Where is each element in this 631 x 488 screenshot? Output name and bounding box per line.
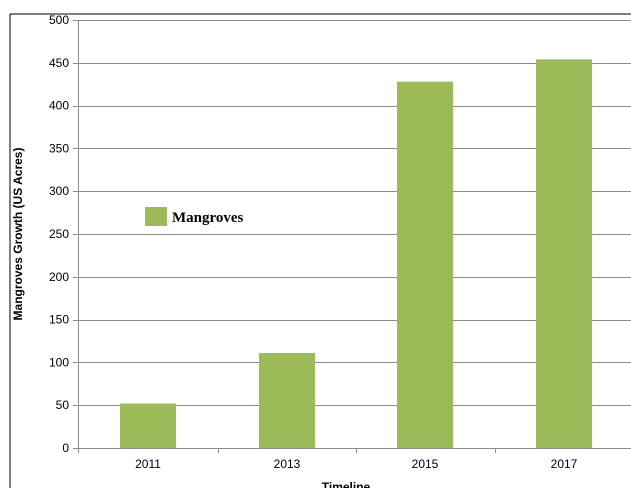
y-tick-label: 450 — [49, 56, 69, 70]
y-tick-label: 400 — [49, 99, 69, 113]
bar-2015 — [397, 81, 453, 448]
y-tick-label: 100 — [49, 355, 69, 369]
x-tick-label: 2015 — [412, 457, 439, 471]
axes — [73, 20, 631, 453]
bar-2013 — [259, 352, 315, 448]
x-tick-label: 2011 — [135, 457, 161, 471]
y-tick-label: 0 — [62, 441, 69, 455]
bars — [120, 59, 592, 448]
legend: Mangroves — [145, 207, 244, 226]
legend-label: Mangroves — [172, 210, 244, 226]
x-tick-label: 2013 — [274, 457, 301, 471]
y-tick-label: 500 — [49, 13, 69, 27]
legend-swatch — [145, 207, 167, 226]
y-tick-label: 350 — [49, 141, 69, 155]
y-tick-label: 150 — [49, 313, 69, 327]
x-axis-title: Timeline — [322, 480, 371, 488]
y-tick-labels: 0 50 100 150 200 250 300 350 400 450 500 — [49, 13, 69, 455]
bar-2017 — [536, 59, 592, 448]
plot-area — [9, 13, 631, 488]
y-tick-label: 250 — [49, 227, 69, 241]
bar-2011 — [120, 403, 176, 448]
x-tick-label: 2017 — [551, 457, 578, 471]
x-tick-labels: 2011 2013 2015 2017 — [135, 457, 578, 471]
y-axis-title: Mangroves Growth (US Acres) — [11, 148, 25, 321]
y-tick-label: 200 — [49, 270, 69, 284]
y-tick-label: 300 — [49, 184, 69, 198]
y-tick-label: 50 — [56, 398, 70, 412]
